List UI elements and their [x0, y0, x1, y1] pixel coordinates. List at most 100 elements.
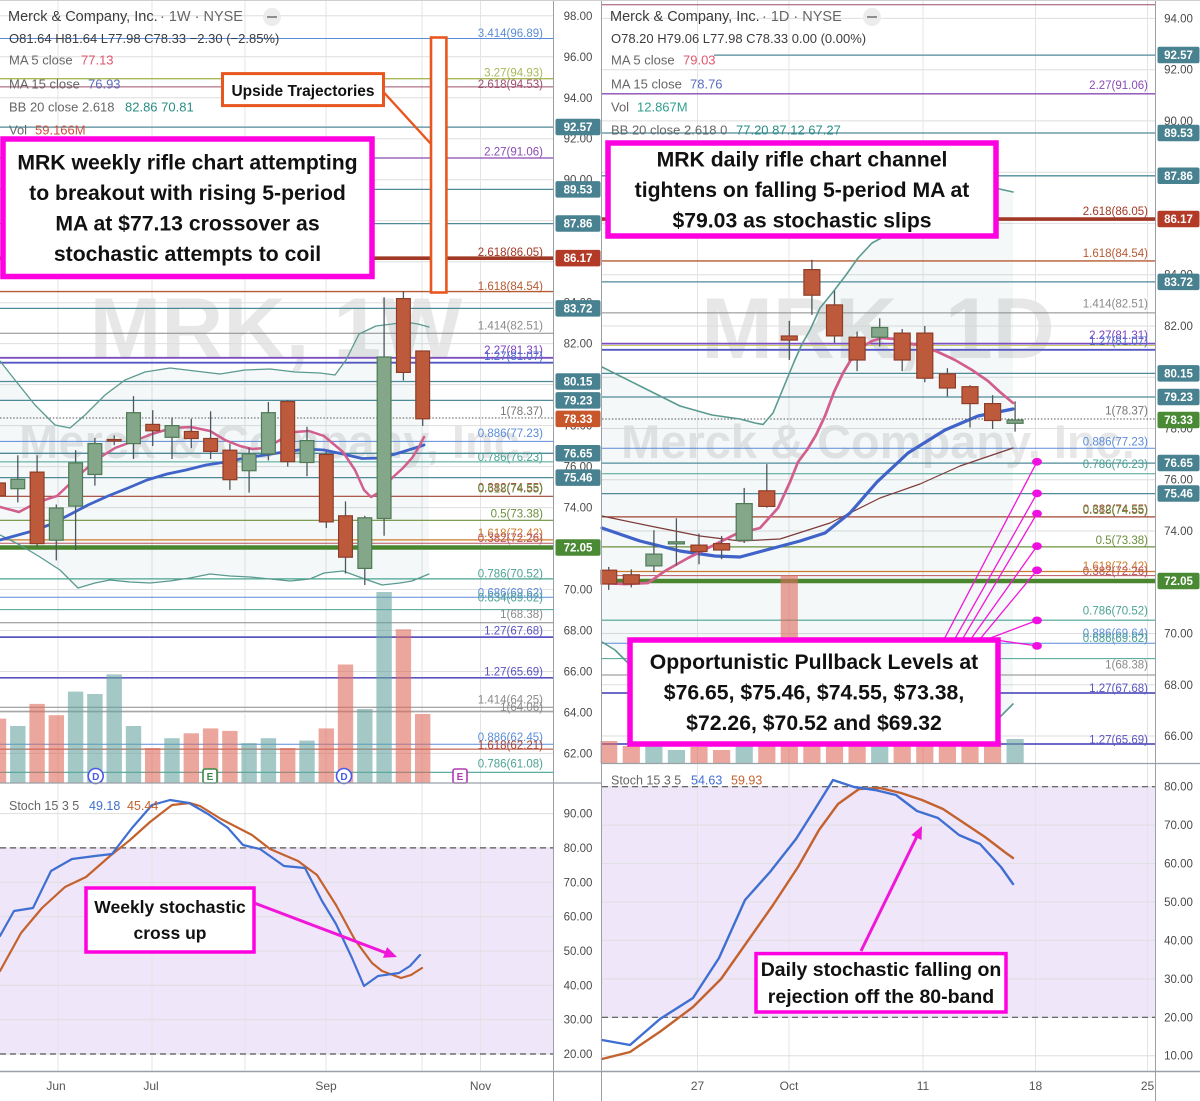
svg-text:96.00: 96.00: [564, 52, 593, 64]
svg-text:70.00: 70.00: [1164, 820, 1193, 832]
svg-text:0.886(77.23): 0.886(77.23): [478, 428, 543, 440]
svg-text:MRK daily rifle chart channel: MRK daily rifle chart channel: [657, 148, 948, 171]
svg-text:0.886(69.64): 0.886(69.64): [1083, 628, 1148, 640]
svg-text:Merck & Company, Inc.: Merck & Company, Inc.: [610, 9, 760, 25]
svg-text:64.00: 64.00: [564, 708, 593, 720]
svg-text:Opportunistic Pullback Levels: Opportunistic Pullback Levels at: [650, 651, 979, 674]
svg-text:MA at $77.13 crossover as: MA at $77.13 crossover as: [55, 212, 319, 235]
svg-text:0.886(62.45): 0.886(62.45): [478, 732, 543, 744]
svg-text:1.618(84.54): 1.618(84.54): [1083, 248, 1148, 260]
svg-text:rejection off the 80-band: rejection off the 80-band: [768, 986, 994, 1008]
svg-text:Oct: Oct: [780, 1079, 799, 1093]
svg-text:1.618(72.42): 1.618(72.42): [478, 528, 543, 540]
svg-text:1(64.06): 1(64.06): [500, 702, 543, 714]
svg-text:59.166M: 59.166M: [35, 123, 86, 138]
svg-text:89.53: 89.53: [1164, 128, 1193, 140]
svg-text:0.686(69.62): 0.686(69.62): [1083, 633, 1148, 645]
svg-text:O78.20 H79.06 L77.98 C78.33 0.: O78.20 H79.06 L77.98 C78.33 0.00 (0.00%): [611, 31, 866, 46]
svg-text:1.27(67.68): 1.27(67.68): [484, 626, 543, 638]
svg-text:94.00: 94.00: [1164, 13, 1193, 25]
svg-text:75.46: 75.46: [564, 473, 593, 485]
svg-text:82.86 70.81: 82.86 70.81: [125, 100, 194, 115]
svg-text:20.00: 20.00: [564, 1049, 593, 1061]
svg-text:0.886(77.23): 0.886(77.23): [1083, 437, 1148, 449]
svg-text:0.618(74.55): 0.618(74.55): [1083, 505, 1148, 517]
svg-text:Upside Trajectories: Upside Trajectories: [231, 83, 374, 100]
svg-text:$72.26, $70.52 and $69.32: $72.26, $70.52 and $69.32: [686, 712, 942, 735]
svg-text:2.27(91.06): 2.27(91.06): [1089, 80, 1148, 92]
svg-text:Stoch 15 3 5: Stoch 15 3 5: [611, 774, 681, 788]
svg-text:80.15: 80.15: [1164, 368, 1193, 380]
svg-text:83.72: 83.72: [564, 303, 593, 315]
svg-text:30.00: 30.00: [1164, 974, 1193, 986]
svg-text:tightens on falling 5-period M: tightens on falling 5-period MA at: [635, 179, 970, 202]
svg-text:1.27(81.07): 1.27(81.07): [484, 351, 543, 363]
svg-text:76.65: 76.65: [564, 448, 593, 460]
svg-text:BB 20 close 2.618: BB 20 close 2.618: [9, 100, 115, 115]
svg-text:1.27(67.68): 1.27(67.68): [1089, 683, 1148, 695]
svg-text:O81.64 H81.64 L77.98 C78.33 −2: O81.64 H81.64 L77.98 C78.33 −2.30 (−2.85…: [9, 31, 279, 46]
svg-text:2.27(81.31): 2.27(81.31): [1089, 330, 1148, 342]
svg-text:0.786(61.08): 0.786(61.08): [478, 759, 543, 771]
svg-text:0.5(73.38): 0.5(73.38): [1096, 535, 1149, 547]
svg-text:50.00: 50.00: [1164, 897, 1193, 909]
svg-text:82.00: 82.00: [564, 339, 593, 351]
svg-text:18: 18: [1029, 1079, 1043, 1093]
svg-text:D: D: [92, 772, 99, 783]
svg-text:94.00: 94.00: [564, 93, 593, 105]
svg-text:2.618(86.05): 2.618(86.05): [1083, 206, 1148, 218]
svg-text:75.46: 75.46: [1164, 489, 1193, 501]
svg-text:Merck & Company, Inc.: Merck & Company, Inc.: [8, 9, 158, 25]
svg-text:76.00: 76.00: [1164, 475, 1193, 487]
svg-text:2.27(91.06): 2.27(91.06): [484, 147, 543, 159]
svg-text:E: E: [207, 772, 214, 783]
svg-text:1.414(82.51): 1.414(82.51): [1083, 299, 1148, 311]
svg-text:Jun: Jun: [46, 1079, 65, 1093]
svg-text:0.786(70.52): 0.786(70.52): [478, 568, 543, 580]
svg-text:98.00: 98.00: [564, 11, 593, 23]
svg-text:27: 27: [691, 1079, 705, 1093]
svg-text:60.00: 60.00: [1164, 859, 1193, 871]
svg-text:0.686(69.62): 0.686(69.62): [478, 588, 543, 600]
svg-text:0.634(69.02): 0.634(69.02): [478, 593, 543, 605]
svg-text:82.00: 82.00: [1164, 321, 1193, 333]
svg-text:1.414(64.25): 1.414(64.25): [478, 695, 543, 707]
svg-text:80.00: 80.00: [564, 843, 593, 855]
svg-text:2.618(94.53): 2.618(94.53): [478, 79, 543, 91]
svg-text:BB 20 close 2.618 0: BB 20 close 2.618 0: [611, 123, 727, 138]
svg-text:stochastic attempts to coil: stochastic attempts to coil: [54, 243, 321, 266]
svg-text:40.00: 40.00: [564, 980, 593, 992]
svg-text:68.00: 68.00: [1164, 680, 1193, 692]
svg-text:92.57: 92.57: [564, 122, 593, 134]
svg-text:2.618(86.05): 2.618(86.05): [478, 247, 543, 259]
svg-text:Jul: Jul: [143, 1079, 158, 1093]
svg-text:0.786(70.52): 0.786(70.52): [1083, 606, 1148, 618]
svg-text:76.93: 76.93: [88, 77, 121, 92]
svg-text:1.27(65.69): 1.27(65.69): [1089, 735, 1148, 747]
svg-text:79.03: 79.03: [683, 53, 716, 68]
svg-text:59.93: 59.93: [731, 774, 762, 788]
svg-text:Daily stochastic falling on: Daily stochastic falling on: [761, 959, 1002, 981]
svg-text:3.414(96.89): 3.414(96.89): [478, 28, 543, 40]
svg-text:49.18: 49.18: [89, 799, 120, 813]
svg-text:92.00: 92.00: [1164, 65, 1193, 77]
svg-text:92.00: 92.00: [564, 134, 593, 146]
svg-text:1.618(62.21): 1.618(62.21): [478, 740, 543, 752]
svg-text:· 1W · NYSE: · 1W · NYSE: [160, 9, 243, 25]
svg-text:1(78.37): 1(78.37): [1105, 406, 1148, 418]
svg-text:2.27(81.31): 2.27(81.31): [484, 345, 543, 357]
svg-text:72.05: 72.05: [564, 543, 593, 555]
svg-text:1.414(82.51): 1.414(82.51): [478, 320, 543, 332]
svg-text:0.786(76.23): 0.786(76.23): [478, 452, 543, 464]
svg-text:66.00: 66.00: [1164, 731, 1193, 743]
svg-text:$76.65, $75.46, $74.55, $73.38: $76.65, $75.46, $74.55, $73.38,: [664, 681, 964, 704]
svg-text:Stoch 15 3 5: Stoch 15 3 5: [9, 799, 79, 813]
svg-text:86.17: 86.17: [564, 253, 593, 265]
svg-text:76.65: 76.65: [1164, 458, 1193, 470]
svg-text:3.27(94.93): 3.27(94.93): [484, 68, 543, 80]
svg-text:92.57: 92.57: [1164, 50, 1193, 62]
svg-text:45.44: 45.44: [127, 799, 158, 813]
svg-text:Vol: Vol: [611, 100, 629, 115]
svg-text:83.72: 83.72: [1164, 277, 1193, 289]
svg-text:70.00: 70.00: [564, 877, 593, 889]
